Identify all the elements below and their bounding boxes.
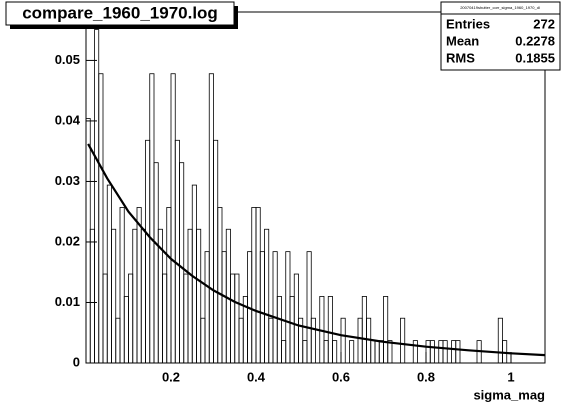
title-box [5,1,235,26]
histogram-bar [179,162,185,364]
y-tick-label: 0.05 [55,52,80,67]
x-axis-label: sigma_mag [473,387,545,402]
histogram-bar [98,73,104,364]
histogram-bar [340,317,346,364]
histogram-bar [327,296,333,364]
x-tick-label: 0.4 [247,369,266,384]
histogram-bar [387,340,393,364]
stats-box [440,1,561,71]
histogram-bar [429,340,435,364]
stats-name: 20070419shutter_corr_sigma_1960_1970_dl [460,5,540,10]
y-tick-label: 0.04 [55,112,81,127]
y-tick-label: 0.03 [55,173,80,188]
stats-label: Entries [446,16,490,31]
x-tick-label: 1 [507,369,514,384]
stats-label: RMS [446,50,475,65]
histogram-bar [264,228,270,364]
stats-value: 0.1855 [515,50,555,65]
x-tick-label: 0.8 [417,369,435,384]
histogram-bar [111,228,117,364]
histogram-bar [306,251,312,364]
y-tick-label: 0.01 [55,294,80,309]
histogram-bar [383,296,389,364]
x-tick-label: 0.2 [162,369,180,384]
histogram-bar [349,340,355,364]
x-tick-label: 0.6 [332,369,350,384]
histogram-bar [442,340,448,364]
stats-value: 272 [533,16,555,31]
stats-value: 0.2278 [515,33,555,48]
fit-curve [87,143,546,357]
histogram-bar [332,340,338,364]
chart-title: compare_1960_1970.log [22,3,218,22]
histogram-bar [310,317,316,364]
histogram-bar [276,296,282,364]
stats-label: Mean [446,33,479,48]
y-tick-label: 0.02 [55,233,80,248]
histogram-bar [455,340,461,364]
histogram-bar [119,207,125,364]
plot [85,29,546,364]
histogram-bar [400,317,406,364]
y-tick-label: 0 [73,354,80,369]
histogram-bar [196,228,202,364]
histogram-bar [412,340,418,364]
